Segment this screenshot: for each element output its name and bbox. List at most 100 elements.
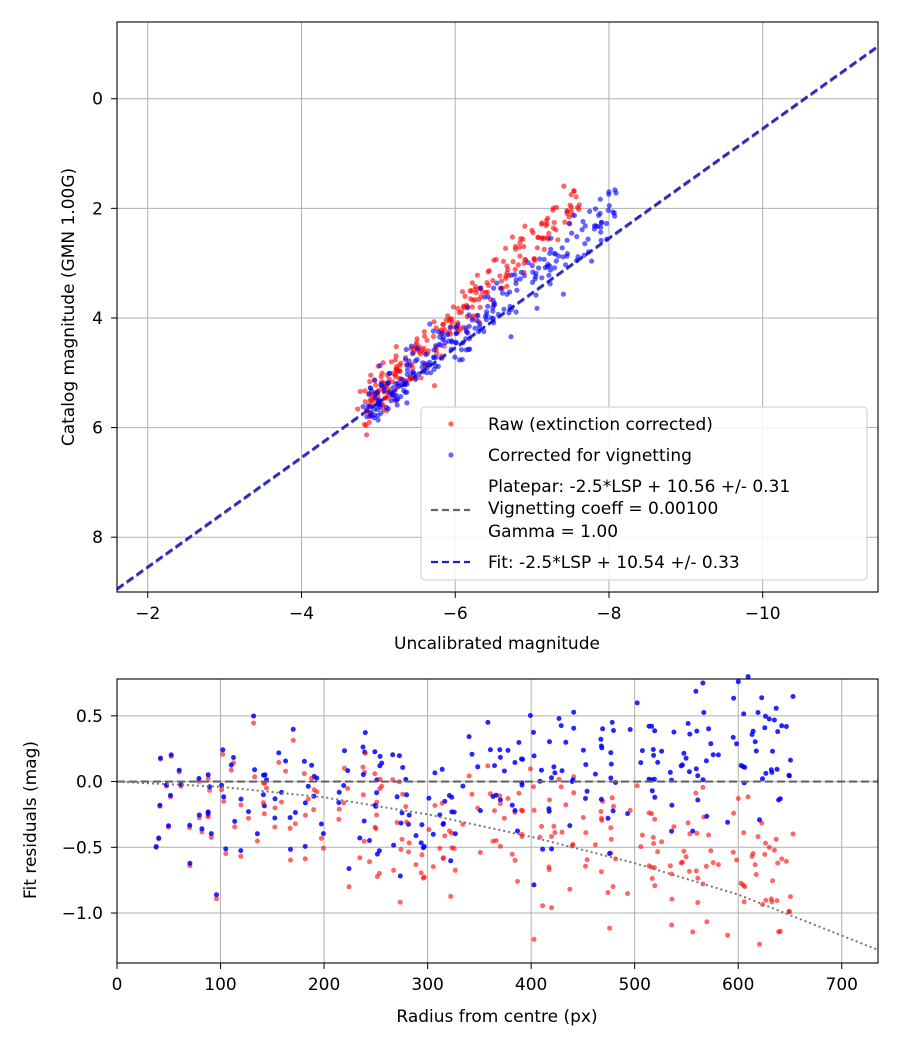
raw-residual-point <box>374 812 380 818</box>
raw-residual-point <box>757 941 762 947</box>
corrected-residual-point <box>406 812 412 818</box>
raw-residual-point <box>493 838 499 844</box>
raw-residual-point <box>704 919 710 925</box>
corrected-residual-point <box>763 713 768 719</box>
corrected-point <box>513 280 519 286</box>
corrected-residual-point <box>345 768 351 774</box>
corrected-residual-point <box>608 750 614 756</box>
raw-residual-point <box>374 874 380 879</box>
corrected-point <box>517 276 523 282</box>
corrected-residual-point <box>549 775 554 781</box>
corrected-point <box>571 212 578 218</box>
raw-residual-point <box>442 833 448 839</box>
raw-point <box>373 382 379 388</box>
raw-residual-point <box>497 793 503 799</box>
corrected-point <box>485 294 491 300</box>
raw-residual-point <box>609 795 615 801</box>
corrected-residual-point <box>262 772 268 778</box>
corrected-point <box>423 351 429 357</box>
corrected-point <box>398 376 404 382</box>
corrected-residual-point <box>519 782 525 788</box>
raw-point <box>366 419 372 425</box>
raw-point <box>357 388 363 395</box>
corrected-point <box>553 258 559 264</box>
raw-residual-point <box>685 820 691 826</box>
corrected-point <box>589 258 595 264</box>
raw-residual-point <box>485 763 491 769</box>
corrected-residual-point <box>276 750 282 756</box>
corrected-residual-point <box>669 828 675 834</box>
raw-residual-point <box>516 790 522 796</box>
corrected-residual-point <box>187 860 193 866</box>
corrected-residual-point <box>669 802 675 808</box>
corrected-residual-point <box>646 723 652 729</box>
corrected-residual-point <box>708 741 714 747</box>
corrected-residual-point <box>497 747 503 753</box>
raw-residual-point <box>302 812 308 818</box>
corrected-residual-point <box>360 744 366 750</box>
corrected-point <box>537 256 543 262</box>
corrected-point <box>495 311 501 317</box>
corrected-point <box>582 223 588 229</box>
corrected-point <box>579 227 585 233</box>
raw-point <box>497 273 503 279</box>
raw-point <box>362 388 368 394</box>
raw-residual-point <box>497 801 503 807</box>
raw-residual-point <box>318 835 324 841</box>
corrected-point <box>490 308 496 314</box>
corrected-residual-point <box>671 729 677 735</box>
raw-point <box>469 304 475 310</box>
corrected-point <box>452 354 458 360</box>
corrected-residual-point <box>567 823 573 829</box>
corrected-residual-point <box>687 731 693 737</box>
corrected-residual-point <box>420 845 426 851</box>
corrected-residual-point <box>549 846 555 852</box>
corrected-residual-point <box>232 818 238 824</box>
raw-point <box>573 194 579 200</box>
corrected-residual-point <box>342 748 347 754</box>
raw-point <box>462 293 468 299</box>
corrected-residual-point <box>379 760 385 766</box>
raw-residual-point <box>501 815 507 821</box>
top-x-ticks: −2 −4 −6 −8 −10 <box>135 592 781 624</box>
corrected-residual-point <box>610 808 616 814</box>
bottom-x-tick-label: 300 <box>411 975 443 995</box>
corrected-residual-point <box>451 809 457 815</box>
raw-residual-point <box>399 836 405 842</box>
corrected-residual-point <box>759 695 765 701</box>
raw-point <box>546 230 552 236</box>
corrected-point <box>581 252 587 258</box>
raw-residual-point <box>740 882 746 888</box>
corrected-point <box>518 269 524 275</box>
raw-residual-point <box>437 845 443 851</box>
raw-residual-point <box>687 831 693 837</box>
raw-residual-point <box>345 786 351 791</box>
corrected-residual-point <box>771 717 777 723</box>
corrected-point <box>445 332 451 338</box>
raw-residual-point <box>238 853 244 859</box>
raw-residual-point <box>667 863 673 869</box>
bottom-x-tick-label: 100 <box>204 975 236 995</box>
raw-point <box>568 208 574 215</box>
raw-point <box>510 259 516 265</box>
corrected-point <box>494 280 500 286</box>
corrected-point <box>435 329 441 335</box>
raw-point <box>414 336 420 342</box>
corrected-point <box>463 325 469 331</box>
raw-point <box>544 221 550 227</box>
corrected-point <box>464 305 471 311</box>
raw-point <box>529 227 535 233</box>
raw-point <box>555 237 561 243</box>
corrected-residual-point <box>246 809 251 815</box>
corrected-residual-point <box>741 711 747 717</box>
corrected-point <box>606 191 612 197</box>
corrected-point <box>448 346 454 352</box>
raw-point <box>534 245 540 251</box>
corrected-point <box>413 375 419 382</box>
corrected-residual-point <box>252 767 258 773</box>
raw-residual-point <box>783 858 789 864</box>
corrected-residual-point <box>659 748 665 754</box>
raw-residual-point <box>639 832 645 838</box>
corrected-residual-point <box>357 835 363 841</box>
raw-residual-point <box>207 787 213 793</box>
